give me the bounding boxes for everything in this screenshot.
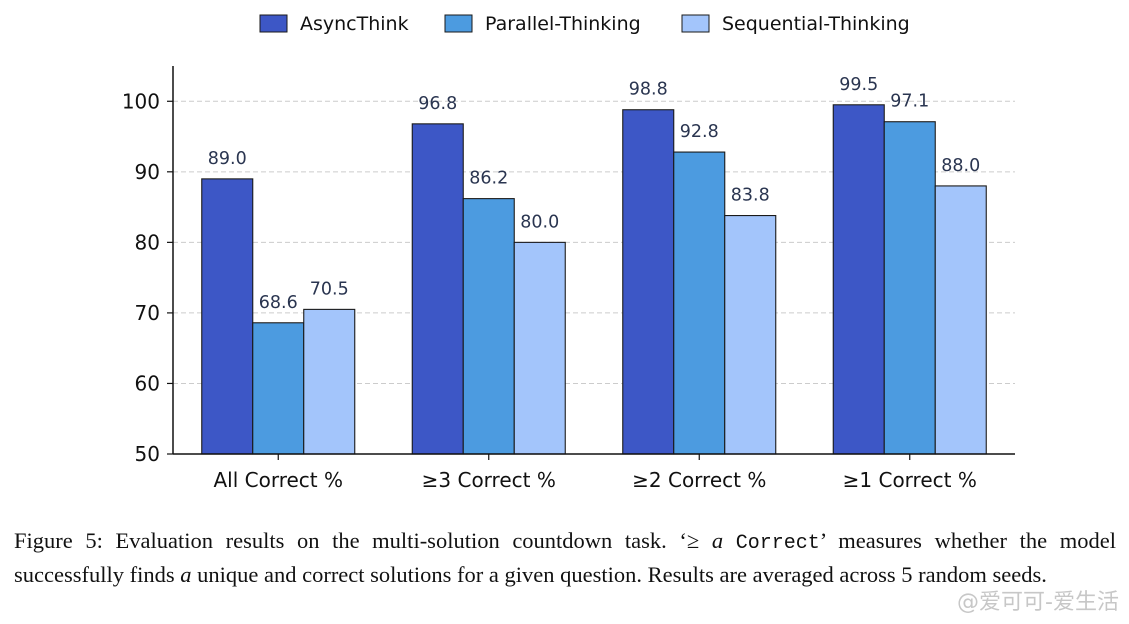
bar	[201, 178, 254, 455]
bar	[832, 104, 885, 455]
y-tick-label: 60	[135, 371, 160, 395]
legend-swatch	[444, 14, 473, 33]
x-axis-ticks: All Correct % ≥3 Correct % ≥2 Correct % ≥1 …	[213, 454, 977, 492]
bar-value-label: 88.0	[941, 156, 980, 176]
bar-value-label: 83.8	[731, 186, 770, 206]
bar-chart: AsyncThink Parallel-Thinking Sequential-Th…	[122, 13, 1015, 492]
x-tick-label: ≥1 Correct %	[843, 468, 977, 492]
bar-value-label: 97.1	[890, 92, 929, 112]
legend-swatch	[681, 14, 710, 33]
y-axis-ticks: 50 60 70 80 90 100	[122, 89, 173, 466]
bar-value-label: 89.0	[208, 149, 247, 169]
legend-label: AsyncThink	[300, 13, 409, 35]
figure-caption: Figure 5: Evaluation results on the mult…	[14, 528, 1117, 587]
bar	[673, 151, 726, 455]
bar-value-label: 92.8	[680, 122, 719, 142]
bar	[622, 109, 675, 455]
bar-value-label: 98.8	[629, 80, 668, 100]
bar	[303, 308, 356, 455]
bar	[883, 121, 936, 455]
bar-value-label: 96.8	[418, 94, 457, 114]
bars	[201, 104, 987, 455]
bar-value-label: 70.5	[310, 279, 349, 299]
axes	[172, 66, 1015, 455]
y-tick-label: 80	[135, 230, 160, 254]
bar-value-label: 68.6	[259, 293, 298, 313]
legend-swatch	[259, 14, 288, 33]
x-tick-label: ≥3 Correct %	[422, 468, 556, 492]
x-tick-label: All Correct %	[213, 468, 343, 492]
bar	[252, 322, 305, 455]
bar-value-label: 99.5	[839, 75, 878, 95]
x-tick-label: ≥2 Correct %	[632, 468, 766, 492]
y-tick-label: 100	[122, 89, 160, 113]
y-tick-label: 70	[135, 301, 160, 325]
bar	[724, 215, 777, 455]
y-tick-label: 50	[135, 442, 160, 466]
bar	[934, 185, 987, 455]
bar-value-label: 80.0	[520, 212, 559, 232]
bar-value-label: 86.2	[469, 169, 508, 189]
legend-label: Parallel-Thinking	[485, 13, 641, 35]
bar	[462, 198, 515, 455]
legend: AsyncThink Parallel-Thinking Sequential-Th…	[259, 13, 910, 35]
bar	[411, 123, 464, 455]
bar-value-labels: 89.0 68.6 70.5 96.8 86.2 80.0 98.8 92.8 83.8 99.5…	[208, 75, 980, 313]
legend-label: Sequential-Thinking	[722, 13, 910, 35]
y-tick-label: 90	[135, 160, 160, 184]
bar	[513, 241, 566, 455]
watermark: @爱可可-爱生活	[957, 590, 1119, 615]
